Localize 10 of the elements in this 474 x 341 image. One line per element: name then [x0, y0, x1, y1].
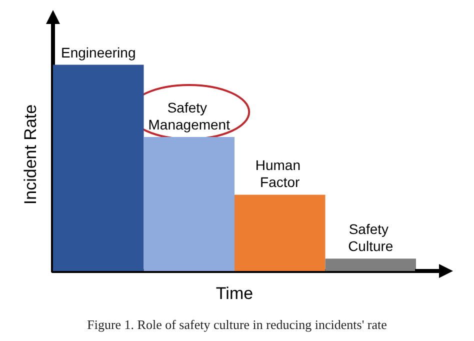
caption: Figure 1. Role of safety culture in reducing incidents' rate	[87, 317, 388, 332]
x-tick-label: Human Factor	[255, 157, 304, 190]
x-tick-label: Safety Culture	[348, 221, 394, 254]
x-axis-title: Time	[216, 284, 254, 303]
bar	[325, 258, 416, 271]
y-axis-title: Incident Rate	[21, 104, 40, 205]
bar	[144, 136, 234, 271]
x-tick-label: Safety Management	[148, 99, 230, 132]
bar	[234, 194, 326, 271]
x-tick-label: Engineering	[61, 44, 136, 60]
